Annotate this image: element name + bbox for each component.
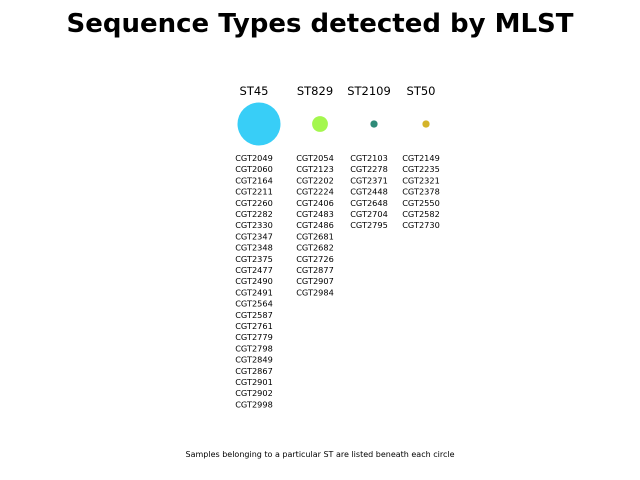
- sample-label: CGT2582: [402, 209, 440, 219]
- sample-label: CGT2726: [296, 254, 334, 264]
- sample-label: CGT2491: [235, 287, 273, 297]
- sample-label: CGT2123: [296, 164, 334, 174]
- sample-label: CGT2798: [235, 343, 273, 353]
- st-label-st50: ST50: [407, 84, 436, 98]
- sample-label: CGT2681: [296, 231, 334, 241]
- sample-label: CGT2260: [235, 198, 273, 208]
- sample-label: CGT2984: [296, 287, 334, 297]
- sample-label: CGT2406: [296, 198, 334, 208]
- sample-label: CGT2371: [350, 175, 388, 185]
- sample-label: CGT2795: [350, 220, 388, 230]
- sample-label: CGT2867: [235, 366, 273, 376]
- sample-label: CGT2730: [402, 220, 440, 230]
- sample-label: CGT2149: [402, 153, 440, 163]
- sample-label: CGT2901: [235, 377, 273, 387]
- st-label-st2109: ST2109: [347, 84, 391, 98]
- sample-label: CGT2211: [235, 187, 273, 197]
- st-bubble-st2109: [370, 120, 378, 128]
- sample-label: CGT2648: [350, 198, 388, 208]
- sample-label: CGT2378: [402, 187, 440, 197]
- sample-label: CGT2704: [350, 209, 388, 219]
- sample-label: CGT2348: [235, 243, 273, 253]
- sample-label: CGT2490: [235, 276, 273, 286]
- sample-label: CGT2483: [296, 209, 334, 219]
- sample-label: CGT2998: [235, 399, 273, 409]
- sample-label: CGT2902: [235, 388, 273, 398]
- sample-label: CGT2347: [235, 231, 273, 241]
- sample-label: CGT2877: [296, 265, 334, 275]
- sample-label: CGT2779: [235, 332, 273, 342]
- sample-label: CGT2448: [350, 187, 388, 197]
- sample-label: CGT2060: [235, 164, 273, 174]
- st-bubble-st50: [422, 120, 430, 128]
- sample-label: CGT2103: [350, 153, 388, 163]
- sample-label: CGT2907: [296, 276, 334, 286]
- sample-label: CGT2761: [235, 321, 273, 331]
- sample-label: CGT2278: [350, 164, 388, 174]
- sample-label: CGT2587: [235, 310, 273, 320]
- sample-label: CGT2164: [235, 175, 273, 185]
- st-label-st829: ST829: [297, 84, 333, 98]
- sample-label: CGT2235: [402, 164, 440, 174]
- sample-label: CGT2375: [235, 254, 273, 264]
- sample-label: CGT2550: [402, 198, 440, 208]
- sample-label: CGT2054: [296, 153, 334, 163]
- sample-label: CGT2682: [296, 243, 334, 253]
- sample-label: CGT2049: [235, 153, 273, 163]
- sample-label: CGT2849: [235, 355, 273, 365]
- sample-label: CGT2321: [402, 175, 440, 185]
- st-bubble-st45: [237, 102, 281, 146]
- sample-label: CGT2486: [296, 220, 334, 230]
- st-label-st45: ST45: [240, 84, 269, 98]
- st-bubble-st829: [312, 116, 328, 132]
- sample-label: CGT2224: [296, 187, 334, 197]
- sample-label: CGT2564: [235, 299, 273, 309]
- chart-caption: Samples belonging to a particular ST are…: [185, 450, 455, 459]
- sample-label: CGT2282: [235, 209, 273, 219]
- sample-label: CGT2330: [235, 220, 273, 230]
- sample-label: CGT2477: [235, 265, 273, 275]
- chart-title: Sequence Types detected by MLST: [66, 9, 574, 39]
- sample-label: CGT2202: [296, 175, 334, 185]
